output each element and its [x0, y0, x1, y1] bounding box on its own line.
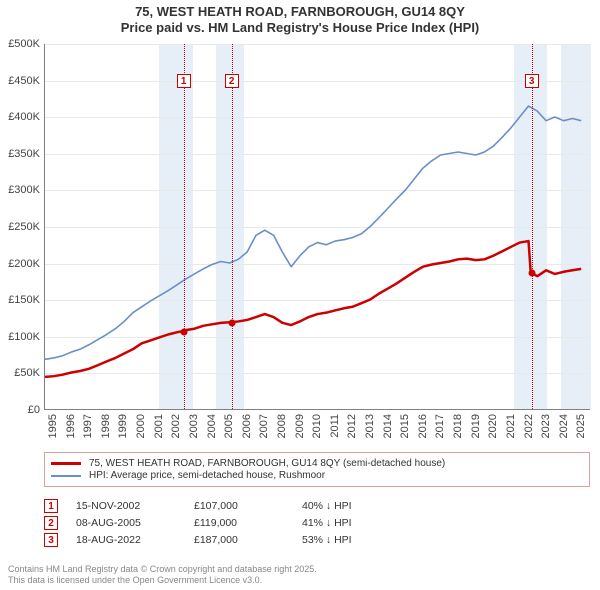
xtick-label: 2017	[434, 414, 446, 438]
chart-svg	[45, 44, 590, 409]
footnote-line-1: Contains HM Land Registry data © Crown c…	[8, 564, 317, 575]
marker-vline	[232, 44, 233, 409]
legend-row: 75, WEST HEATH ROAD, FARNBOROUGH, GU14 8…	[51, 458, 583, 469]
marker-dot	[228, 319, 235, 326]
xtick-label: 2014	[382, 414, 394, 438]
title-block: 75, WEST HEATH ROAD, FARNBOROUGH, GU14 8…	[0, 0, 600, 39]
chart-container: 75, WEST HEATH ROAD, FARNBOROUGH, GU14 8…	[0, 0, 600, 590]
ytick-label: £500K	[0, 38, 40, 50]
xtick-label: 2004	[206, 414, 218, 438]
marker-box: 1	[177, 74, 191, 88]
legend-label: HPI: Average price, semi-detached house,…	[89, 470, 325, 481]
xtick-label: 2021	[505, 414, 517, 438]
title-line-2: Price paid vs. HM Land Registry's House …	[0, 20, 600, 36]
sales-row: 2 08-AUG-2005 £119,000 41% ↓ HPI	[44, 516, 590, 530]
ytick-label: £100K	[0, 331, 40, 343]
xtick-label: 2003	[188, 414, 200, 438]
sales-row: 3 18-AUG-2022 £187,000 53% ↓ HPI	[44, 533, 590, 547]
ytick-label: £400K	[0, 111, 40, 123]
xtick-label: 2000	[135, 414, 147, 438]
ytick-label: £0	[0, 404, 40, 416]
marker-vline	[532, 44, 533, 409]
xtick-label: 2015	[399, 414, 411, 438]
xtick-label: 2025	[575, 414, 587, 438]
ytick-label: £450K	[0, 75, 40, 87]
plot-area: 1 2 3	[44, 44, 590, 410]
xtick-label: 1998	[100, 414, 112, 438]
xtick-label: 2018	[452, 414, 464, 438]
sales-delta: 53% ↓ HPI	[302, 534, 392, 546]
legend-row: HPI: Average price, semi-detached house,…	[51, 470, 583, 481]
xtick-label: 1995	[47, 414, 59, 438]
sales-date: 15-NOV-2002	[76, 500, 176, 512]
xtick-label: 2011	[329, 414, 341, 438]
xtick-label: 2020	[487, 414, 499, 438]
series-hpi	[45, 106, 581, 359]
sales-table: 1 15-NOV-2002 £107,000 40% ↓ HPI 2 08-AUG-200…	[44, 496, 590, 550]
xtick-label: 2019	[470, 414, 482, 438]
marker-box: 3	[525, 74, 539, 88]
xtick-label: 2023	[540, 414, 552, 438]
title-line-1: 75, WEST HEATH ROAD, FARNBOROUGH, GU14 8…	[0, 4, 600, 20]
sales-marker: 1	[44, 499, 58, 513]
xtick-label: 2009	[294, 414, 306, 438]
xtick-label: 1996	[65, 414, 77, 438]
ytick-label: £300K	[0, 184, 40, 196]
xtick-label: 2024	[558, 414, 570, 438]
xtick-label: 2002	[170, 414, 182, 438]
sales-price: £107,000	[194, 500, 284, 512]
ytick-label: £200K	[0, 258, 40, 270]
xtick-label: 2012	[346, 414, 358, 438]
ytick-label: £150K	[0, 294, 40, 306]
marker-dot	[528, 270, 535, 277]
ytick-label: £50K	[0, 367, 40, 379]
marker-dot	[180, 328, 187, 335]
marker-vline	[184, 44, 185, 409]
series-price_paid	[45, 241, 581, 377]
sales-marker: 2	[44, 516, 58, 530]
xtick-label: 2016	[417, 414, 429, 438]
ytick-label: £250K	[0, 221, 40, 233]
sales-delta: 40% ↓ HPI	[302, 500, 392, 512]
sales-price: £187,000	[194, 534, 284, 546]
marker-box: 2	[225, 74, 239, 88]
xtick-label: 2005	[223, 414, 235, 438]
xtick-label: 2010	[311, 414, 323, 438]
xtick-label: 2006	[241, 414, 253, 438]
footnote: Contains HM Land Registry data © Crown c…	[8, 564, 317, 586]
xtick-label: 2001	[153, 414, 165, 438]
xtick-label: 2022	[523, 414, 535, 438]
legend-box: 75, WEST HEATH ROAD, FARNBOROUGH, GU14 8…	[44, 452, 590, 487]
xtick-label: 2013	[364, 414, 376, 438]
xtick-label: 1997	[82, 414, 94, 438]
legend-swatch	[51, 462, 81, 465]
sales-delta: 41% ↓ HPI	[302, 517, 392, 529]
sales-row: 1 15-NOV-2002 £107,000 40% ↓ HPI	[44, 499, 590, 513]
sales-date: 18-AUG-2022	[76, 534, 176, 546]
sales-price: £119,000	[194, 517, 284, 529]
sales-date: 08-AUG-2005	[76, 517, 176, 529]
legend-label: 75, WEST HEATH ROAD, FARNBOROUGH, GU14 8…	[89, 458, 445, 469]
footnote-line-2: This data is licensed under the Open Gov…	[8, 575, 317, 586]
xtick-label: 1999	[117, 414, 129, 438]
ytick-label: £350K	[0, 148, 40, 160]
legend-swatch	[51, 475, 81, 477]
xtick-label: 2007	[258, 414, 270, 438]
xtick-label: 2008	[276, 414, 288, 438]
sales-marker: 3	[44, 533, 58, 547]
